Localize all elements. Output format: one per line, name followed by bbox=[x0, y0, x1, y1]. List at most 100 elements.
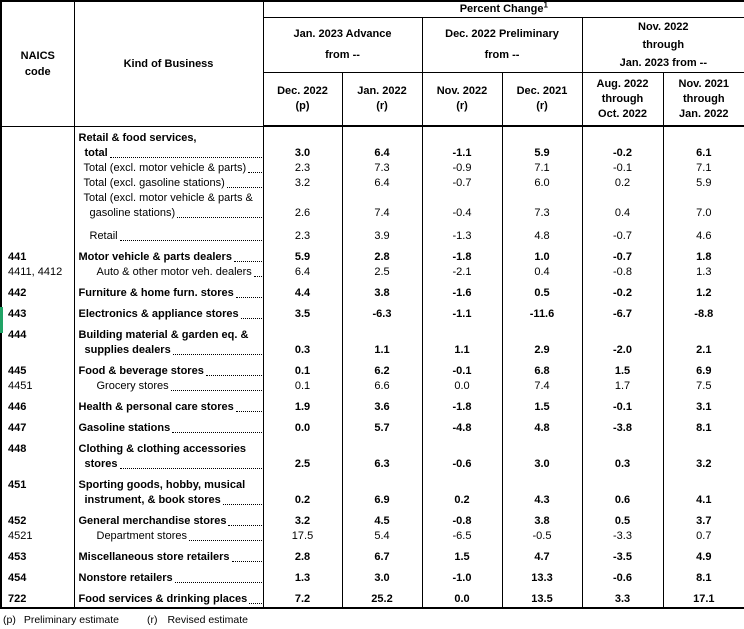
percent-value-cell: 2.1 bbox=[662, 321, 744, 358]
percent-value-cell: 5.9 bbox=[501, 126, 583, 161]
naics-code-cell: 444 bbox=[0, 321, 75, 358]
percent-value-cell: 0.2 bbox=[581, 175, 664, 191]
header-group-jan-2023-advance: Jan. 2023 Advance from -- bbox=[262, 17, 423, 73]
kind-of-business-cell: Furniture & home furn. stores bbox=[73, 279, 264, 301]
percent-value-cell: 7.3 bbox=[341, 160, 423, 176]
kind-of-business-cell: Building material & garden eq. & supplies… bbox=[73, 321, 264, 358]
percent-value-cell: -6.3 bbox=[341, 300, 423, 322]
table-row: 451 Sporting goods, hobby, musical instrum… bbox=[0, 471, 744, 508]
percent-value-cell: -1.8 bbox=[421, 393, 503, 415]
naics-label-line: NAICS bbox=[20, 49, 55, 62]
table-row: 4451 Grocery stores 0.1 6.6 0.0 7.4 1.7 7.5 bbox=[0, 378, 744, 394]
percent-value-cell: 2.3 bbox=[262, 220, 343, 244]
percent-value-cell: 3.8 bbox=[501, 507, 583, 529]
percent-value-cell: 2.6 bbox=[262, 190, 343, 221]
naics-code-cell: 451 bbox=[0, 471, 75, 508]
business-label-line: Total (excl. motor vehicle & parts) bbox=[75, 161, 263, 176]
group-label-line: Jan. 2023 from -- bbox=[619, 57, 707, 69]
percent-value-cell: 13.5 bbox=[501, 585, 583, 608]
percent-value-cell: 8.1 bbox=[662, 564, 744, 586]
kind-of-business-cell: Gasoline stations bbox=[73, 414, 264, 436]
footnote-symbol-r: (r) bbox=[146, 613, 158, 626]
percent-value-cell: 8.1 bbox=[662, 414, 744, 436]
percent-value-cell: 7.4 bbox=[341, 190, 423, 221]
percent-value-cell: 0.1 bbox=[262, 357, 343, 379]
percent-value-cell: 5.9 bbox=[662, 175, 744, 191]
header-col-jan-2022-r: Jan. 2022 (r) bbox=[341, 72, 423, 127]
table-row: 447 Gasoline stations 0.0 5.7 -4.8 4.8 -3.8 8.1 bbox=[0, 414, 744, 436]
percent-value-cell: 2.8 bbox=[341, 243, 423, 265]
percent-value-cell: 3.6 bbox=[341, 393, 423, 415]
business-label-line: Electronics & appliance stores bbox=[75, 307, 263, 322]
kind-of-business-cell: Department stores bbox=[73, 528, 264, 544]
kind-of-business-cell: Nonstore retailers bbox=[73, 564, 264, 586]
percent-value-cell: 0.6 bbox=[581, 471, 664, 508]
percent-value-cell: 4.1 bbox=[662, 471, 744, 508]
kind-of-business-cell: Motor vehicle & parts dealers bbox=[73, 243, 264, 265]
percent-value-cell: 4.4 bbox=[262, 279, 343, 301]
percent-value-cell: -0.6 bbox=[581, 564, 664, 586]
kind-of-business-cell: Electronics & appliance stores bbox=[73, 300, 264, 322]
table-row: Total (excl. motor vehicle & parts & gaso… bbox=[0, 190, 744, 221]
percent-change-table: NAICS code Kind of Business Percent Chan… bbox=[0, 0, 744, 609]
naics-code-cell: 4411, 4412 bbox=[0, 264, 75, 280]
business-label-line: Furniture & home furn. stores bbox=[75, 286, 263, 301]
percent-value-cell: 3.2 bbox=[262, 507, 343, 529]
percent-value-cell: 1.3 bbox=[662, 264, 744, 280]
business-label-line: Building material & garden eq. & bbox=[78, 328, 249, 341]
footnotes: (p) Preliminary estimate (r) Revised est… bbox=[0, 614, 744, 627]
percent-value-cell: 2.8 bbox=[262, 543, 343, 565]
percent-value-cell: 13.3 bbox=[501, 564, 583, 586]
business-label-line: Retail bbox=[75, 229, 263, 244]
kind-of-business-cell: Food & beverage stores bbox=[73, 357, 264, 379]
percent-value-cell: 1.5 bbox=[501, 393, 583, 415]
percent-value-cell: 1.1 bbox=[421, 321, 503, 358]
naics-code-cell: 441 bbox=[0, 243, 75, 265]
business-label-line: Retail & food services, bbox=[78, 131, 197, 144]
naics-code-cell: 443 bbox=[0, 300, 75, 322]
percent-value-cell: 7.2 bbox=[262, 585, 343, 608]
percent-value-cell: 0.0 bbox=[262, 414, 343, 436]
group-label-line: from -- bbox=[484, 49, 520, 61]
footnote-symbol-p: (p) bbox=[3, 613, 16, 626]
percent-value-cell: 0.3 bbox=[581, 435, 664, 472]
percent-value-cell: -0.1 bbox=[421, 357, 503, 379]
percent-value-cell: 6.4 bbox=[341, 175, 423, 191]
percent-value-cell: -1.0 bbox=[421, 564, 503, 586]
kind-of-business-cell: Total (excl. motor vehicle & parts & gaso… bbox=[73, 190, 264, 221]
group-label-line: Jan. 2023 Advance bbox=[293, 28, 392, 40]
header-col-dec-2021-r: Dec. 2021 (r) bbox=[501, 72, 583, 127]
percent-value-cell: -2.1 bbox=[421, 264, 503, 280]
business-label-line: instrument, & book stores bbox=[81, 493, 263, 508]
header-percent-change: Percent Change1 bbox=[262, 0, 744, 18]
percent-value-cell: 6.3 bbox=[341, 435, 423, 472]
percent-value-cell: 1.8 bbox=[662, 243, 744, 265]
percent-value-cell: -0.4 bbox=[421, 190, 503, 221]
group-label-line: through bbox=[642, 39, 685, 51]
percent-value-cell: 5.7 bbox=[341, 414, 423, 436]
percent-value-cell: -0.8 bbox=[421, 507, 503, 529]
percent-value-cell: 2.3 bbox=[262, 160, 343, 176]
naics-code-cell: 4451 bbox=[0, 378, 75, 394]
naics-code-cell: 448 bbox=[0, 435, 75, 472]
percent-value-cell: -1.1 bbox=[421, 300, 503, 322]
table-header: NAICS code Kind of Business Percent Chan… bbox=[0, 0, 744, 127]
header-col-dec-2022-p: Dec. 2022 (p) bbox=[262, 72, 343, 127]
percent-value-cell: 3.5 bbox=[262, 300, 343, 322]
header-col-nov-2022-r: Nov. 2022 (r) bbox=[421, 72, 503, 127]
naics-code-cell: 442 bbox=[0, 279, 75, 301]
percent-value-cell: 0.0 bbox=[421, 585, 503, 608]
business-label-line: Grocery stores bbox=[75, 379, 263, 394]
percent-value-cell: -0.7 bbox=[581, 220, 664, 244]
percent-value-cell: 1.5 bbox=[421, 543, 503, 565]
percent-value-cell: 7.1 bbox=[662, 160, 744, 176]
business-label-line: total bbox=[81, 146, 263, 161]
percent-value-cell: -3.3 bbox=[581, 528, 664, 544]
group-label-line: from -- bbox=[325, 49, 360, 61]
header-group-nov-2022-through-jan-2023: Nov. 2022 through Jan. 2023 from -- bbox=[581, 17, 744, 73]
percent-value-cell: -0.2 bbox=[581, 126, 664, 161]
percent-value-cell: 6.6 bbox=[341, 378, 423, 394]
percent-value-cell: 3.8 bbox=[341, 279, 423, 301]
percent-value-cell: 7.4 bbox=[501, 378, 583, 394]
percent-value-cell: 2.9 bbox=[501, 321, 583, 358]
